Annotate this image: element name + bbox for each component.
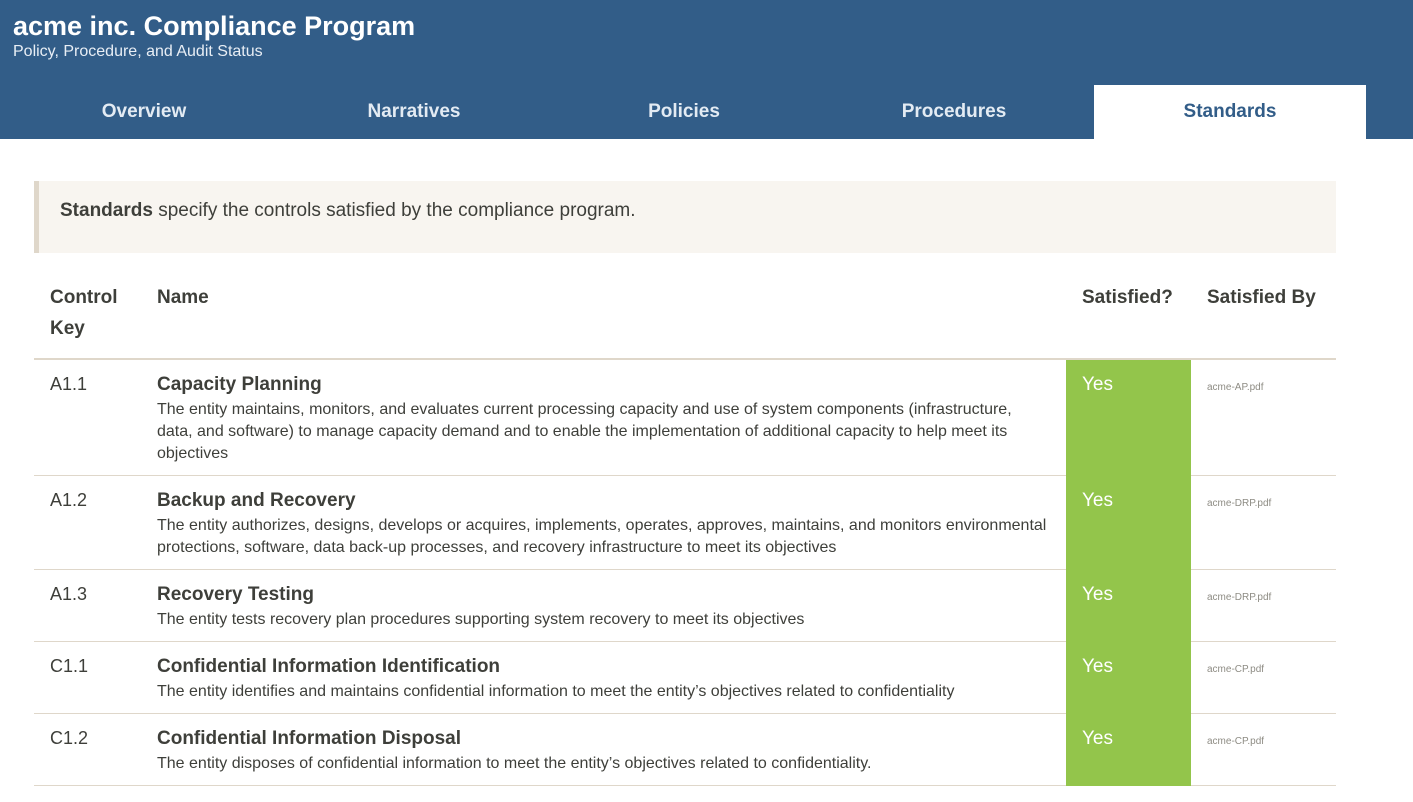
control-name: Confidential Information Identification xyxy=(157,656,501,677)
table-row: C1.1 Confidential Information Identifica… xyxy=(34,641,1336,714)
tab-procedures[interactable]: Procedures xyxy=(901,101,1007,122)
control-key: C1.2 xyxy=(34,713,141,786)
satisfied-status: Yes xyxy=(1066,569,1191,642)
satisfied-by-cell: acme-DRP.pdf xyxy=(1191,569,1336,642)
table-row: C1.2 Confidential Information Disposal Th… xyxy=(34,713,1336,786)
satisfied-by-link[interactable]: acme-CP.pdf xyxy=(1207,736,1265,747)
table-row: A1.2 Backup and Recovery The entity autho… xyxy=(34,475,1336,570)
control-name: Confidential Information Disposal xyxy=(157,728,462,749)
tab-policies[interactable]: Policies xyxy=(648,101,720,122)
satisfied-by-link[interactable]: acme-DRP.pdf xyxy=(1207,498,1272,509)
standards-table: Control Key Name Satisfied? Satisfied By… xyxy=(34,272,1336,786)
control-name: Capacity Planning xyxy=(157,374,322,395)
header-control-key: Control Key xyxy=(34,272,141,360)
control-key: A1.1 xyxy=(34,359,141,476)
tab-bar: Overview Narratives Policies Procedures … xyxy=(9,85,1366,139)
table-row: A1.1 Capacity Planning The entity maintai… xyxy=(34,359,1336,476)
satisfied-by-link[interactable]: acme-DRP.pdf xyxy=(1207,592,1272,603)
control-name-cell: Confidential Information Identification T… xyxy=(141,641,1066,714)
control-name-cell: Confidential Information Disposal The ent… xyxy=(141,713,1066,786)
satisfied-status: Yes xyxy=(1066,713,1191,786)
tab-overview[interactable]: Overview xyxy=(101,101,187,122)
control-name-cell: Recovery Testing The entity tests recover… xyxy=(141,569,1066,642)
control-key: A1.3 xyxy=(34,569,141,642)
satisfied-by-link[interactable]: acme-CP.pdf xyxy=(1207,664,1265,675)
satisfied-by-cell: acme-CP.pdf xyxy=(1191,713,1336,786)
satisfied-status: Yes xyxy=(1066,359,1191,476)
control-description: The entity disposes of confidential info… xyxy=(157,755,872,772)
control-name-cell: Capacity Planning The entity maintains, m… xyxy=(141,359,1066,476)
satisfied-by-cell: acme-DRP.pdf xyxy=(1191,475,1336,570)
info-callout: Standards specify the controls satisfied… xyxy=(34,181,1336,253)
callout-text: specify the controls satisfied by the co… xyxy=(152,200,636,221)
control-name: Recovery Testing xyxy=(157,584,314,605)
control-description: The entity tests recovery plan procedure… xyxy=(157,611,805,628)
callout-bold: Standards xyxy=(60,200,153,221)
satisfied-by-link[interactable]: acme-AP.pdf xyxy=(1207,382,1264,393)
satisfied-by-cell: acme-AP.pdf xyxy=(1191,359,1336,476)
control-name-cell: Backup and Recovery The entity authorizes… xyxy=(141,475,1066,570)
satisfied-status: Yes xyxy=(1066,475,1191,570)
header-satisfied: Satisfied? xyxy=(1066,272,1191,360)
control-key: A1.2 xyxy=(34,475,141,570)
control-key: C1.1 xyxy=(34,641,141,714)
header-satisfied-by: Satisfied By xyxy=(1191,272,1336,360)
control-name: Backup and Recovery xyxy=(157,490,356,511)
control-description: The entity authorizes, designs, develops… xyxy=(157,517,1047,556)
app-header: acme inc. Compliance Program Policy, Pro… xyxy=(0,0,1413,139)
satisfied-status: Yes xyxy=(1066,641,1191,714)
satisfied-by-cell: acme-CP.pdf xyxy=(1191,641,1336,714)
control-description: The entity identifies and maintains conf… xyxy=(157,683,955,700)
tab-narratives[interactable]: Narratives xyxy=(367,101,461,122)
page-title: acme inc. Compliance Program xyxy=(13,11,416,41)
control-description: The entity maintains, monitors, and eval… xyxy=(157,401,1012,462)
header-name: Name xyxy=(141,272,1066,360)
page-subtitle: Policy, Procedure, and Audit Status xyxy=(13,43,263,60)
table-row: A1.3 Recovery Testing The entity tests re… xyxy=(34,569,1336,642)
tab-standards[interactable]: Standards xyxy=(1094,85,1366,139)
